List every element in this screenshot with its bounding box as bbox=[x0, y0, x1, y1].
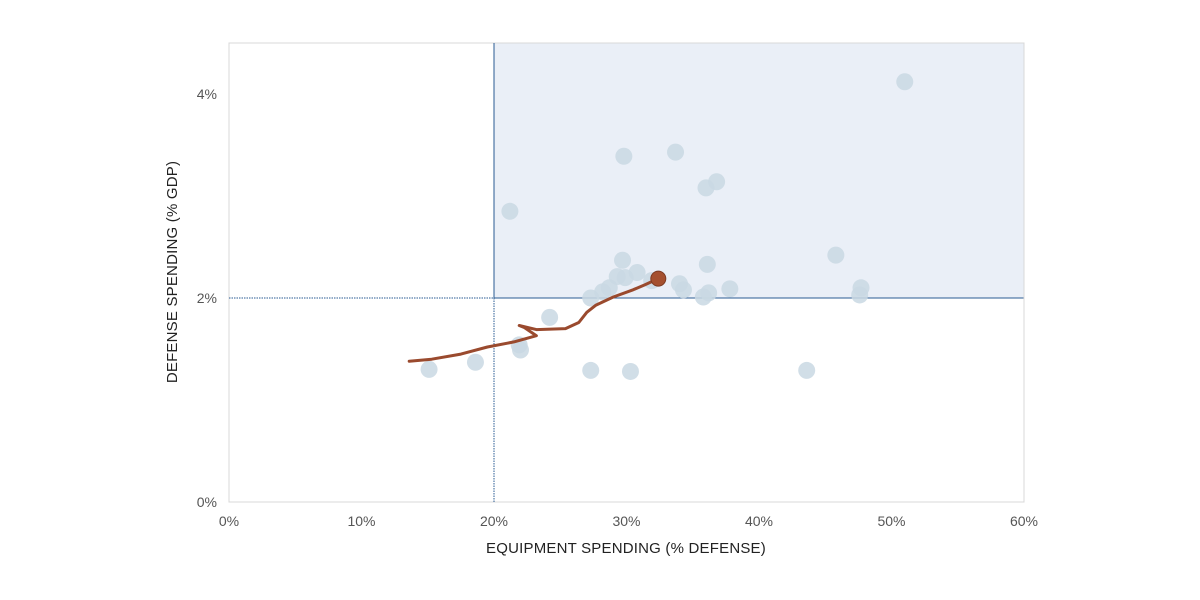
scatter-point bbox=[582, 361, 600, 379]
y-tick-label: 0% bbox=[197, 494, 217, 510]
scatter-point bbox=[615, 147, 633, 165]
scatter-point bbox=[798, 361, 816, 379]
x-tick-label: 20% bbox=[480, 513, 508, 529]
trajectory-line bbox=[407, 277, 660, 363]
target-region bbox=[493, 42, 1025, 299]
scatter-point bbox=[466, 353, 484, 371]
x-tick-label: 10% bbox=[347, 513, 375, 529]
scatter-point bbox=[616, 269, 634, 287]
scatter-point bbox=[541, 308, 559, 326]
scatter-point bbox=[512, 341, 529, 359]
x-tick-label: 50% bbox=[877, 513, 905, 529]
scatter-point bbox=[621, 362, 639, 380]
scatter-point bbox=[827, 246, 845, 264]
scatter-point bbox=[698, 255, 716, 273]
x-tick-labels: 0% 10% 20% 30% 40% 50% 60% bbox=[219, 513, 1038, 529]
plot-area bbox=[228, 42, 1025, 503]
x-tick-label: 60% bbox=[1010, 513, 1038, 529]
scatter-point bbox=[501, 202, 519, 220]
x-tick-label: 40% bbox=[745, 513, 773, 529]
y-tick-label: 4% bbox=[197, 86, 217, 102]
scatter-point bbox=[614, 251, 632, 269]
scatter-point bbox=[851, 286, 869, 304]
x-tick-label: 30% bbox=[612, 513, 640, 529]
y-axis-title: DEFENSE SPENDING (% GDP) bbox=[164, 161, 181, 383]
scatter-point bbox=[582, 289, 600, 307]
scatter-point bbox=[420, 360, 438, 378]
x-axis-title: EQUIPMENT SPENDING (% DEFENSE) bbox=[486, 540, 766, 557]
scatter-point bbox=[721, 280, 739, 298]
y-tick-labels: 0% 2% 4% bbox=[197, 86, 217, 510]
x-tick-label: 0% bbox=[219, 513, 239, 529]
trajectory-end-marker bbox=[650, 270, 667, 287]
scatter-point bbox=[694, 288, 712, 306]
scatter-point bbox=[896, 73, 914, 91]
y-tick-label: 2% bbox=[197, 290, 217, 306]
scatter-point bbox=[667, 143, 685, 161]
scatter-point bbox=[674, 281, 692, 299]
scatter-point bbox=[697, 179, 715, 197]
